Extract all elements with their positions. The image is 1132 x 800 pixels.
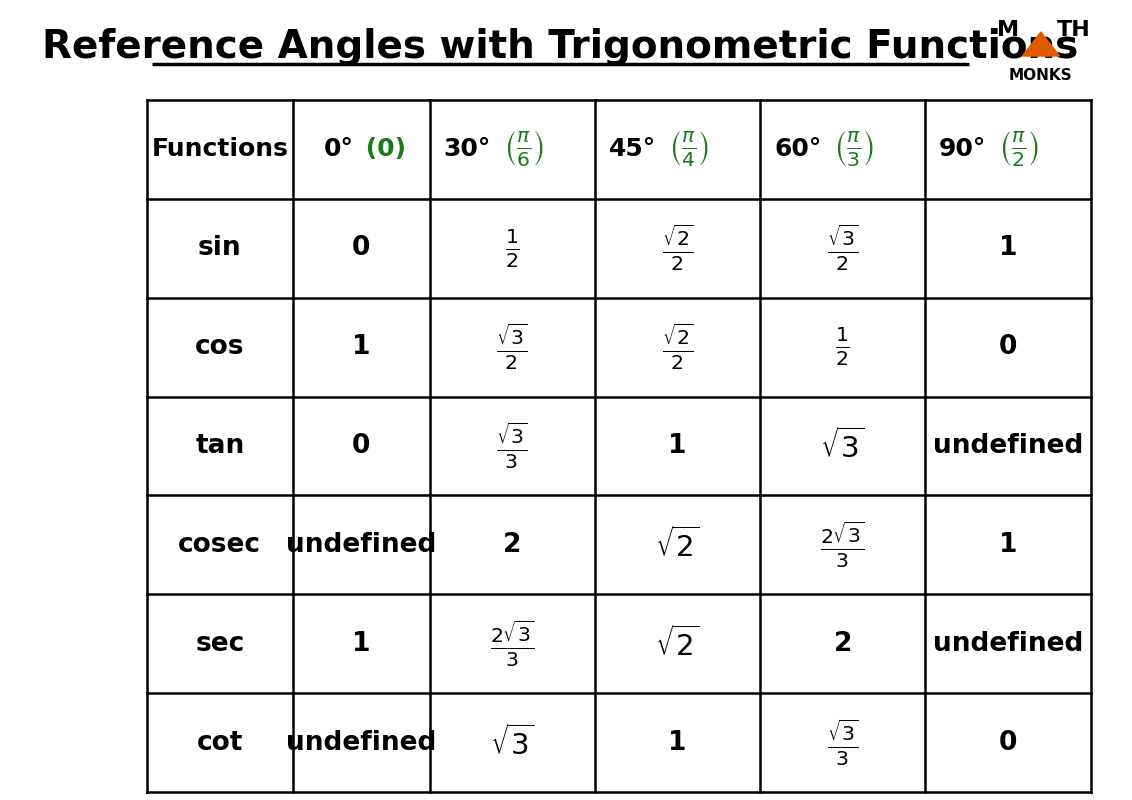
Text: $\frac{\sqrt{3}}{3}$: $\frac{\sqrt{3}}{3}$ <box>497 421 529 471</box>
Text: $\sqrt{3}$: $\sqrt{3}$ <box>490 725 534 761</box>
Text: 1: 1 <box>352 630 370 657</box>
Text: $\sqrt{2}$: $\sqrt{2}$ <box>655 626 700 662</box>
Text: 1: 1 <box>668 730 687 755</box>
Text: $\left(\frac{\pi}{2}\right)$: $\left(\frac{\pi}{2}\right)$ <box>998 130 1039 169</box>
Text: $\sqrt{3}$: $\sqrt{3}$ <box>821 428 865 464</box>
Text: Reference Angles with Trigonometric Functions: Reference Angles with Trigonometric Func… <box>42 28 1079 66</box>
Text: TH: TH <box>1057 20 1091 40</box>
Text: $\left(\frac{\pi}{6}\right)$: $\left(\frac{\pi}{6}\right)$ <box>503 130 544 169</box>
Text: sin: sin <box>198 235 241 262</box>
Polygon shape <box>1022 32 1060 56</box>
Text: 2: 2 <box>504 532 522 558</box>
Text: M: M <box>997 20 1019 40</box>
Text: 90°: 90° <box>940 138 987 162</box>
Text: undefined: undefined <box>286 730 437 755</box>
Text: 30°: 30° <box>444 138 491 162</box>
Text: $\sqrt{2}$: $\sqrt{2}$ <box>655 527 700 563</box>
Text: 1: 1 <box>352 334 370 360</box>
Text: 0: 0 <box>352 433 370 459</box>
Text: cos: cos <box>195 334 245 360</box>
Text: $\frac{1}{2}$: $\frac{1}{2}$ <box>505 227 520 270</box>
Text: 0: 0 <box>998 334 1018 360</box>
Text: $\left(\frac{\pi}{4}\right)$: $\left(\frac{\pi}{4}\right)$ <box>668 130 710 169</box>
Text: (0): (0) <box>357 138 405 162</box>
Text: 45°: 45° <box>609 138 657 162</box>
Text: $\frac{2\sqrt{3}}{3}$: $\frac{2\sqrt{3}}{3}$ <box>821 520 865 570</box>
Text: cot: cot <box>197 730 243 755</box>
Text: Functions: Functions <box>152 138 289 162</box>
Text: undefined: undefined <box>933 630 1083 657</box>
Text: sec: sec <box>195 630 245 657</box>
Text: 0: 0 <box>352 235 370 262</box>
Text: undefined: undefined <box>286 532 437 558</box>
Text: $\frac{\sqrt{2}}{2}$: $\frac{\sqrt{2}}{2}$ <box>662 322 694 372</box>
Text: $\left(\frac{\pi}{3}\right)$: $\left(\frac{\pi}{3}\right)$ <box>833 130 874 169</box>
Text: $\frac{1}{2}$: $\frac{1}{2}$ <box>835 326 850 369</box>
Text: 2: 2 <box>833 630 852 657</box>
Text: $\frac{\sqrt{3}}{3}$: $\frac{\sqrt{3}}{3}$ <box>826 718 859 767</box>
Text: 60°: 60° <box>774 138 822 162</box>
Text: 0: 0 <box>998 730 1018 755</box>
Text: MONKS: MONKS <box>1009 68 1072 83</box>
Text: 0°: 0° <box>324 138 353 162</box>
Text: undefined: undefined <box>933 433 1083 459</box>
Text: 1: 1 <box>998 235 1018 262</box>
Text: tan: tan <box>195 433 245 459</box>
Text: 1: 1 <box>668 433 687 459</box>
Text: 1: 1 <box>998 532 1018 558</box>
Text: $\frac{\sqrt{3}}{2}$: $\frac{\sqrt{3}}{2}$ <box>497 322 529 372</box>
Text: $\frac{\sqrt{3}}{2}$: $\frac{\sqrt{3}}{2}$ <box>826 223 859 274</box>
Text: $\frac{\sqrt{2}}{2}$: $\frac{\sqrt{2}}{2}$ <box>662 223 694 274</box>
Text: cosec: cosec <box>179 532 261 558</box>
Text: $\frac{2\sqrt{3}}{3}$: $\frac{2\sqrt{3}}{3}$ <box>490 618 535 669</box>
